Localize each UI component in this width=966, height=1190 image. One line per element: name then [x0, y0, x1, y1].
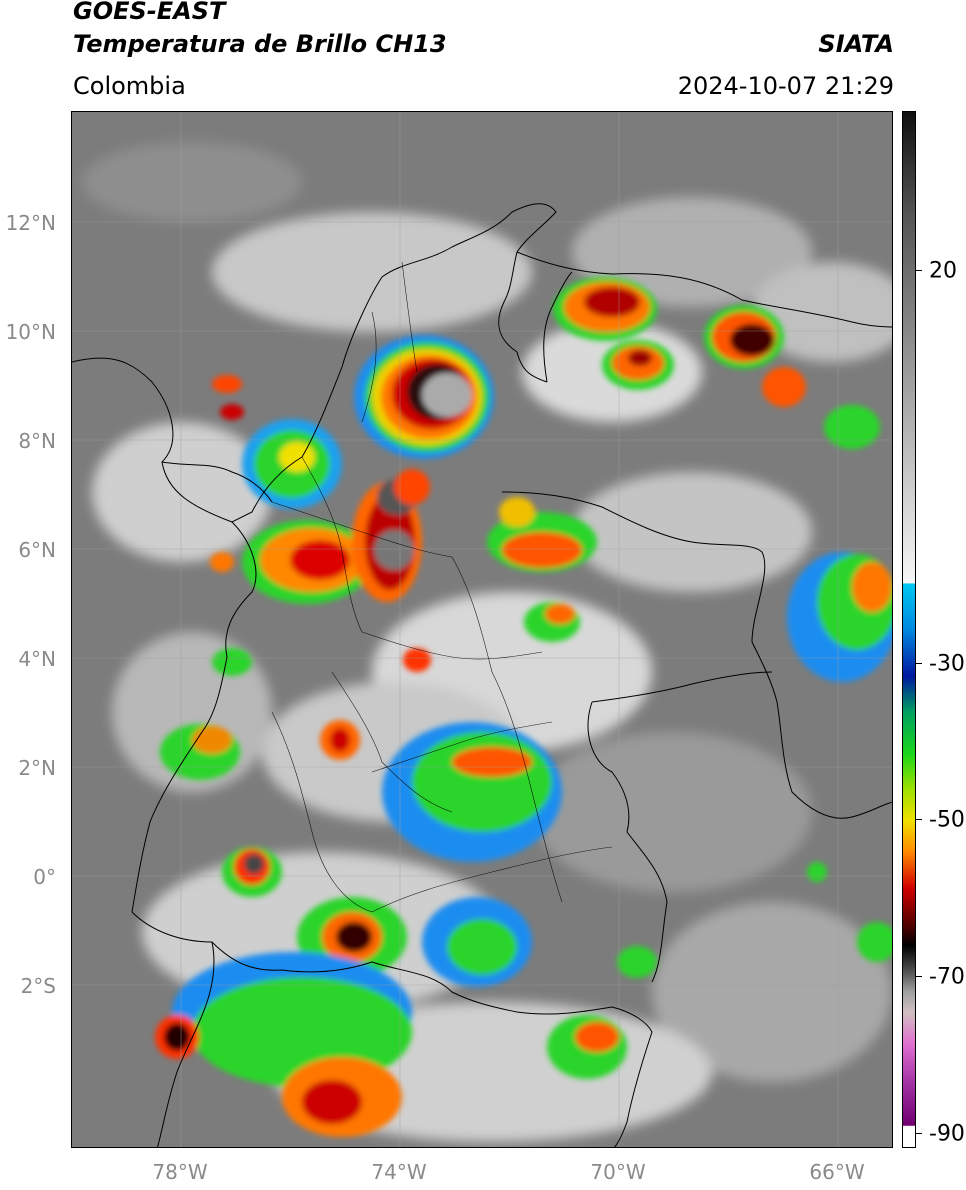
- lat-label-6n: 6°N: [18, 538, 56, 562]
- colorbar-tick-neg30: [916, 663, 922, 664]
- title-satellite: GOES-EAST: [73, 0, 226, 25]
- region-label: Colombia: [73, 72, 186, 100]
- colorbar-tick-neg90: [916, 1133, 922, 1134]
- colorbar: [902, 111, 916, 1148]
- lon-label-70w: 70°W: [590, 1160, 646, 1184]
- lat-label-0: 0°: [33, 865, 56, 889]
- colorbar-label-20: 20: [929, 258, 957, 284]
- colorbar-tick-neg70: [916, 976, 922, 977]
- title-product: Temperatura de Brillo CH13: [73, 30, 447, 58]
- department-borders: [271, 261, 613, 913]
- lat-label-2s: 2°S: [20, 974, 56, 998]
- lon-label-66w: 66°W: [809, 1160, 865, 1184]
- colorbar-label-neg90: -90: [929, 1121, 965, 1147]
- colorbar-label-neg30: -30: [929, 651, 965, 677]
- agency-label: SIATA: [818, 30, 894, 58]
- colorbar-label-neg50: -50: [929, 807, 965, 833]
- convective-cells: [155, 277, 892, 1137]
- lat-label-12n: 12°N: [5, 211, 56, 235]
- cloud-field: [82, 142, 892, 1142]
- lat-label-8n: 8°N: [18, 429, 56, 453]
- lat-label-2n: 2°N: [18, 756, 56, 780]
- borders: [72, 203, 892, 1147]
- lon-label-74w: 74°W: [371, 1160, 427, 1184]
- colorbar-label-neg70: -70: [929, 964, 965, 990]
- lon-label-78w: 78°W: [152, 1160, 208, 1184]
- timestamp-label: 2024-10-07 21:29: [677, 72, 894, 100]
- lat-label-4n: 4°N: [18, 647, 56, 671]
- colorbar-tick-20: [916, 270, 922, 271]
- colorbar-tick-neg50: [916, 819, 922, 820]
- lat-label-10n: 10°N: [5, 320, 56, 344]
- satellite-map[interactable]: [71, 111, 893, 1148]
- map-canvas: [72, 112, 892, 1147]
